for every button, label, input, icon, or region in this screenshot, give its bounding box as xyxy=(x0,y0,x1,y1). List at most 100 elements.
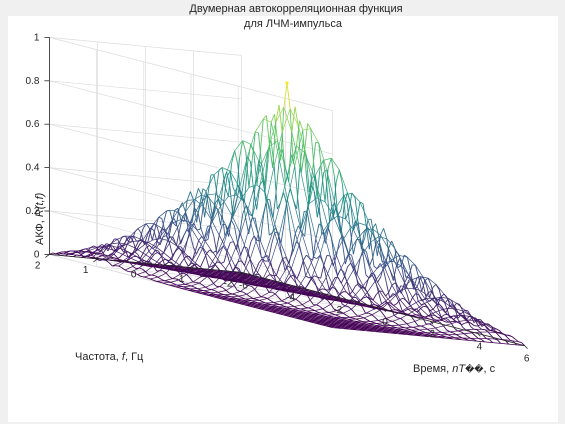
surface-mesh-segment xyxy=(314,310,319,313)
surface-mesh-segment xyxy=(106,247,115,252)
surface-mesh-segment xyxy=(397,265,402,268)
surface-mesh-segment xyxy=(410,301,419,307)
surface-mesh-segment xyxy=(376,322,385,324)
surface-mesh-segment xyxy=(383,329,393,332)
surface-mesh-segment xyxy=(371,314,376,318)
surface-mesh-segment xyxy=(223,276,232,279)
surface-mesh-segment xyxy=(323,322,332,324)
surface-mesh-segment xyxy=(126,237,131,245)
surface-mesh-segment xyxy=(333,308,338,311)
surface-mesh-segment xyxy=(487,331,492,336)
surface-mesh-segment xyxy=(460,331,465,335)
surface-mesh-segment xyxy=(184,288,188,291)
surface-mesh-segment xyxy=(211,286,220,291)
surface-mesh-segment xyxy=(290,314,299,317)
surface-mesh-segment xyxy=(393,314,398,319)
surface-mesh-segment xyxy=(134,241,139,249)
surface-mesh-segment xyxy=(463,332,473,335)
surface-mesh-segment xyxy=(407,308,412,310)
surface-mesh-segment xyxy=(212,296,222,298)
surface-mesh-segment xyxy=(88,247,97,251)
surface-mesh-segment xyxy=(335,239,341,256)
surface-mesh-segment xyxy=(264,192,274,219)
surface-mesh-segment xyxy=(289,108,299,126)
surface-mesh-segment xyxy=(249,161,255,190)
surface-mesh-segment xyxy=(336,305,346,311)
surface-mesh-segment xyxy=(392,320,396,324)
surface-mesh-segment xyxy=(222,287,227,291)
surface-mesh-segment xyxy=(300,211,305,229)
surface-mesh-segment xyxy=(325,256,335,278)
surface-mesh-segment xyxy=(498,335,503,340)
surface-mesh-segment xyxy=(328,319,337,322)
surface-mesh-segment xyxy=(419,276,424,285)
surface-mesh-segment xyxy=(329,323,338,326)
surface-mesh-segment xyxy=(446,329,450,333)
surface-mesh-segment xyxy=(200,293,209,295)
surface-mesh-segment xyxy=(403,279,413,287)
surface-mesh-segment xyxy=(181,233,191,253)
surface-mesh-segment xyxy=(465,328,474,331)
surface-mesh-segment xyxy=(186,274,191,279)
surface-mesh-segment xyxy=(269,232,273,236)
surface-mesh-segment xyxy=(203,289,212,292)
surface-mesh-segment xyxy=(259,150,269,186)
surface-mesh-segment xyxy=(202,284,206,288)
surface-mesh-segment xyxy=(293,306,298,309)
x-tick-label: 4 xyxy=(477,341,483,352)
surface-mesh-segment xyxy=(374,317,379,321)
surface-mesh-segment xyxy=(438,336,447,338)
surface-mesh-segment xyxy=(461,322,466,326)
surface-mesh-segment xyxy=(278,286,287,289)
surface-mesh-segment xyxy=(228,273,238,280)
surface-mesh-segment xyxy=(179,264,188,271)
surface-mesh-segment xyxy=(198,236,203,241)
surface-mesh-segment xyxy=(229,273,239,275)
surface-mesh-segment xyxy=(381,326,390,328)
surface-mesh-segment xyxy=(234,301,239,304)
surface-mesh-segment xyxy=(299,167,309,206)
surface-mesh-segment xyxy=(276,287,285,290)
surface-mesh-segment xyxy=(327,296,336,301)
surface-mesh-segment xyxy=(275,265,280,276)
surface-mesh-segment xyxy=(151,270,160,276)
surface-mesh-segment xyxy=(352,239,357,255)
surface-mesh-segment xyxy=(222,219,232,247)
surface-mesh-segment xyxy=(352,291,361,301)
surface-mesh-segment xyxy=(273,300,282,303)
surface-mesh-segment xyxy=(210,198,220,226)
surface-mesh-segment xyxy=(395,322,400,326)
surface-mesh-segment xyxy=(295,312,304,314)
surface-mesh-segment xyxy=(209,275,219,279)
surface-mesh-segment xyxy=(167,250,177,263)
surface-mesh-segment xyxy=(436,320,441,323)
y-tick-label: -1 xyxy=(175,274,184,285)
surface-mesh-segment xyxy=(298,315,307,318)
surface-mesh-segment xyxy=(257,132,263,164)
surface-mesh-segment xyxy=(385,260,394,263)
surface-mesh-segment xyxy=(238,302,247,305)
surface-mesh-segment xyxy=(289,310,298,313)
surface-mesh-segment xyxy=(398,332,407,334)
surface-mesh-segment xyxy=(238,295,243,299)
surface-mesh-segment xyxy=(240,178,245,200)
surface-mesh-segment xyxy=(196,238,205,255)
surface-mesh-segment xyxy=(297,275,306,290)
surface-mesh-segment xyxy=(286,198,296,234)
surface-mesh-segment xyxy=(386,315,395,319)
surface-mesh-segment xyxy=(389,270,399,288)
surface-mesh-segment xyxy=(365,325,374,327)
surface-mesh-segment xyxy=(229,170,239,186)
surface-mesh-segment xyxy=(301,304,306,308)
surface-mesh-segment xyxy=(325,316,334,318)
surface-mesh-segment xyxy=(343,326,353,328)
surface-mesh-segment xyxy=(113,245,123,255)
surface-mesh-segment xyxy=(230,219,235,227)
surface-mesh-segment xyxy=(231,214,241,233)
surface-mesh-segment xyxy=(133,235,137,242)
surface-mesh-segment xyxy=(484,341,493,343)
surface-mesh-segment xyxy=(344,297,354,307)
surface-mesh-segment xyxy=(126,251,135,261)
surface-mesh-segment xyxy=(253,273,257,276)
surface-mesh-segment xyxy=(262,305,271,307)
